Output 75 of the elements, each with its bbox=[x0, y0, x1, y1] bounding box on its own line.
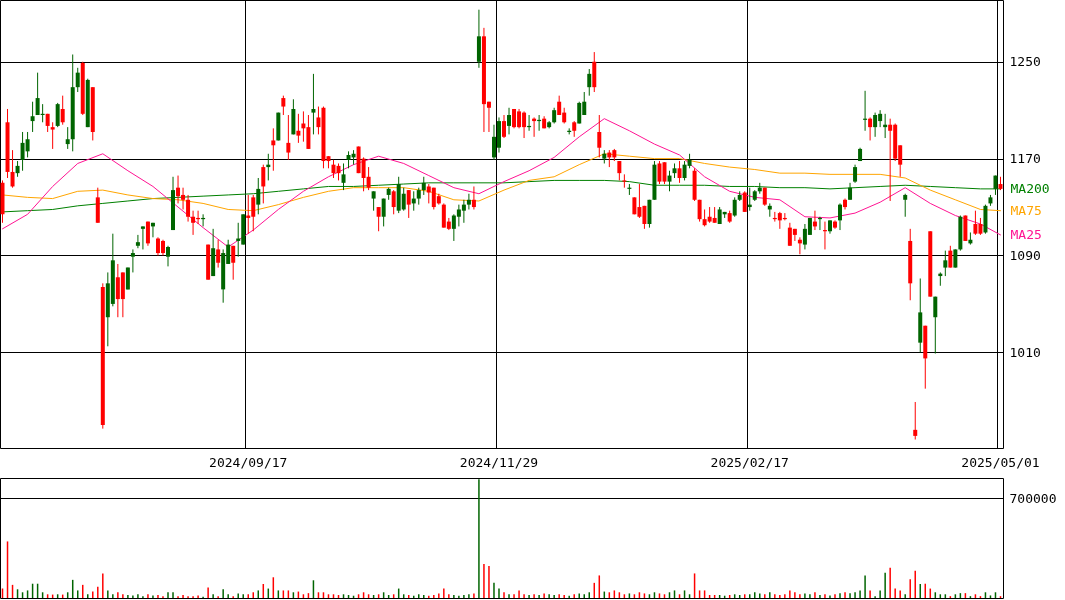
candlestick bbox=[176, 175, 181, 204]
candlestick bbox=[341, 162, 346, 191]
candlestick bbox=[311, 73, 316, 135]
candlestick bbox=[587, 68, 592, 97]
candlestick bbox=[732, 196, 737, 218]
candlestick bbox=[55, 102, 60, 128]
candlestick bbox=[502, 114, 507, 139]
candlestick bbox=[65, 126, 70, 150]
candlestick bbox=[948, 245, 953, 269]
candlestick bbox=[50, 121, 55, 150]
candlestick bbox=[471, 185, 476, 210]
candlestick bbox=[286, 114, 291, 161]
candlestick bbox=[466, 193, 471, 210]
candlestick bbox=[888, 118, 893, 202]
candlestick bbox=[943, 250, 948, 277]
candlestick bbox=[261, 164, 266, 204]
x-tick-label: 2024/09/17 bbox=[209, 454, 288, 470]
candlestick bbox=[75, 67, 80, 93]
y-tick-label: 1010 bbox=[1009, 344, 1041, 360]
candlestick bbox=[140, 225, 145, 250]
candlestick bbox=[913, 401, 918, 441]
series-label: MA200 bbox=[1010, 180, 1050, 196]
candlestick bbox=[381, 198, 386, 227]
candlestick bbox=[281, 95, 286, 116]
candlestick bbox=[677, 160, 682, 184]
candlestick bbox=[130, 248, 135, 273]
candlestick bbox=[256, 177, 261, 215]
candlestick bbox=[903, 193, 908, 218]
series-label: MA25 bbox=[1010, 226, 1042, 242]
candlestick bbox=[742, 190, 747, 213]
x-tick-label: 2024/11/29 bbox=[459, 454, 539, 470]
candlestick bbox=[406, 189, 411, 219]
candlestick bbox=[296, 113, 301, 144]
candlestick bbox=[166, 245, 170, 267]
candlestick bbox=[401, 187, 406, 212]
candlestick bbox=[461, 199, 466, 224]
candlestick bbox=[657, 160, 662, 185]
y-tick-label: 1090 bbox=[1009, 247, 1041, 263]
candlestick bbox=[216, 239, 221, 269]
candlestick bbox=[868, 116, 873, 141]
candlestick bbox=[873, 112, 878, 138]
candlestick bbox=[371, 190, 376, 212]
candlestick bbox=[577, 101, 582, 124]
candlestick bbox=[60, 95, 65, 126]
candlestick bbox=[186, 194, 191, 223]
y-tick-label: 700000 bbox=[1009, 490, 1057, 506]
candlestick bbox=[10, 149, 15, 189]
candlestick bbox=[597, 114, 602, 158]
x-tick-label: 2025/02/17 bbox=[710, 454, 789, 470]
candlestick bbox=[331, 159, 336, 179]
candlestick bbox=[25, 131, 30, 158]
candlestick bbox=[973, 210, 978, 236]
candlestick bbox=[838, 202, 843, 231]
candlestick bbox=[792, 228, 797, 242]
candlestick bbox=[953, 248, 958, 269]
x-tick-label: 2025/05/01 bbox=[961, 454, 1040, 470]
series-label: MA75 bbox=[1010, 202, 1042, 218]
y-tick-label: 1250 bbox=[1009, 54, 1041, 70]
candlestick bbox=[507, 107, 512, 135]
candlestick bbox=[191, 210, 196, 236]
candlestick bbox=[853, 164, 858, 184]
candlestick bbox=[135, 234, 140, 249]
candlestick bbox=[271, 127, 276, 172]
candlestick bbox=[145, 221, 150, 247]
candlestick bbox=[30, 101, 35, 133]
candlestick bbox=[376, 206, 381, 232]
candlestick bbox=[933, 296, 938, 355]
candlestick bbox=[622, 173, 627, 189]
candlestick bbox=[667, 170, 672, 192]
candlestick bbox=[617, 160, 622, 181]
candlestick bbox=[421, 176, 426, 196]
y-tick-label: 1170 bbox=[1009, 151, 1041, 167]
candlestick bbox=[391, 189, 396, 215]
line-series bbox=[2, 179, 1001, 213]
candlestick bbox=[231, 245, 236, 281]
